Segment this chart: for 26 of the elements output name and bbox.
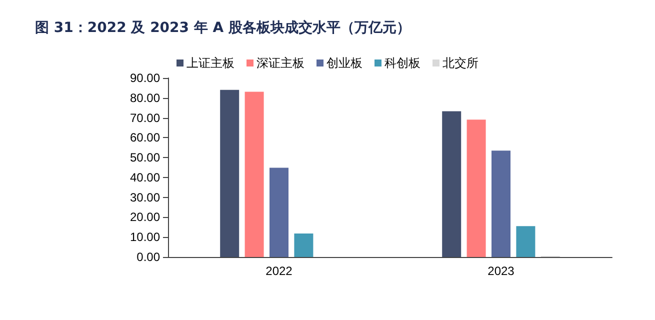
y-tick-label: 70.00 <box>130 110 160 125</box>
legend-label: 上证主板 <box>186 56 234 70</box>
legend-label: 科创板 <box>384 56 420 70</box>
bar <box>270 168 288 257</box>
x-tick-label: 2023 <box>488 264 515 278</box>
y-tick-label: 90.00 <box>130 71 160 85</box>
legend-label: 北交所 <box>442 56 478 70</box>
y-tick-label: 60.00 <box>130 130 160 145</box>
bar <box>220 90 240 257</box>
legend-label: 创业板 <box>326 56 362 70</box>
bar <box>244 92 264 257</box>
y-tick-label: 20.00 <box>130 210 160 224</box>
chart-title: 图 31：2022 及 2023 年 A 股各板块成交水平（万亿元） <box>35 19 410 36</box>
bar <box>516 226 536 257</box>
y-tick-label: 10.00 <box>130 230 160 244</box>
legend-label: 深证主板 <box>256 56 304 70</box>
y-tick-label: 80.00 <box>130 90 160 105</box>
y-tick-label: 50.00 <box>130 150 160 165</box>
bar <box>294 234 314 257</box>
y-tick-label: 0.00 <box>136 250 160 264</box>
bar <box>492 150 510 257</box>
bar <box>442 111 462 257</box>
y-tick-label: 30.00 <box>130 190 160 204</box>
bar <box>466 120 486 257</box>
x-tick-label: 2022 <box>266 264 293 278</box>
y-tick-label: 40.00 <box>130 170 160 184</box>
